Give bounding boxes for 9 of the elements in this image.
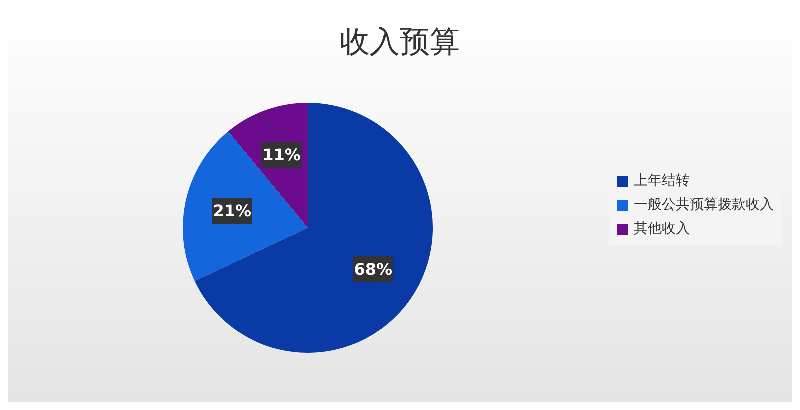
- legend-label: 上年结转: [634, 172, 690, 191]
- legend-label: 一般公共预算拨款收入: [634, 196, 774, 215]
- pie-slice: [194, 103, 433, 353]
- data-label: 21%: [213, 202, 252, 221]
- data-label: 11%: [262, 146, 301, 165]
- legend-label: 其他收入: [634, 220, 690, 239]
- data-label: 68%: [354, 260, 393, 280]
- chart-title: 收入预算: [339, 24, 461, 62]
- pie-slice: [183, 132, 308, 282]
